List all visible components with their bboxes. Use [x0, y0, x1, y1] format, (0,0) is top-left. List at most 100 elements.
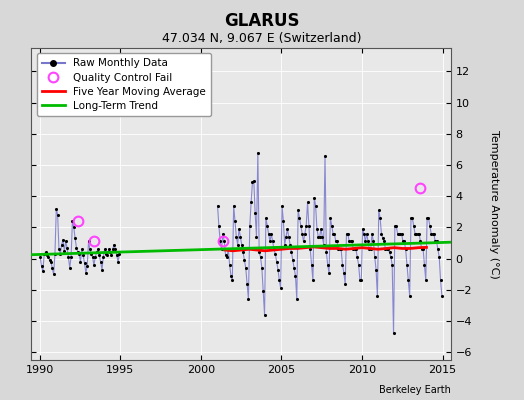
- Point: [89, 254, 97, 260]
- Point: [96, 258, 105, 265]
- Point: [335, 246, 344, 252]
- Point: [232, 234, 241, 240]
- Point: [108, 246, 117, 252]
- Point: [368, 230, 376, 237]
- Point: [248, 179, 257, 185]
- Point: [344, 230, 352, 237]
- Point: [379, 235, 387, 242]
- Text: 47.034 N, 9.067 E (Switzerland): 47.034 N, 9.067 E (Switzerland): [162, 32, 362, 45]
- Point: [228, 277, 236, 284]
- Point: [416, 238, 424, 245]
- Point: [297, 223, 305, 229]
- Point: [279, 218, 288, 224]
- Point: [222, 252, 230, 259]
- Point: [252, 234, 260, 240]
- Point: [431, 238, 440, 245]
- Point: [277, 285, 285, 292]
- Point: [394, 230, 402, 237]
- Point: [357, 277, 365, 284]
- Point: [365, 246, 374, 252]
- Y-axis label: Temperature Anomaly (°C): Temperature Anomaly (°C): [489, 130, 499, 278]
- Point: [67, 254, 75, 260]
- Point: [299, 238, 308, 245]
- Point: [304, 223, 313, 229]
- Point: [37, 263, 46, 270]
- Point: [58, 241, 66, 248]
- Point: [272, 258, 281, 265]
- Point: [407, 215, 415, 221]
- Point: [310, 194, 319, 201]
- Point: [427, 230, 435, 237]
- Point: [82, 270, 90, 276]
- Point: [432, 238, 441, 245]
- Point: [247, 199, 255, 206]
- Point: [346, 238, 355, 245]
- Point: [326, 215, 335, 221]
- Point: [107, 252, 116, 259]
- Point: [75, 251, 83, 257]
- Point: [387, 254, 395, 260]
- Point: [114, 258, 122, 265]
- Point: [349, 246, 357, 252]
- Point: [340, 270, 348, 276]
- Point: [415, 230, 423, 237]
- Point: [317, 226, 325, 232]
- Point: [227, 272, 235, 279]
- Point: [352, 246, 360, 252]
- Point: [83, 263, 91, 270]
- Point: [60, 248, 69, 254]
- Point: [363, 230, 371, 237]
- Point: [329, 230, 337, 237]
- Point: [409, 223, 418, 229]
- Point: [314, 234, 322, 240]
- Point: [77, 258, 85, 265]
- Point: [372, 266, 380, 273]
- Point: [44, 254, 52, 260]
- Point: [251, 210, 259, 216]
- Point: [80, 260, 89, 266]
- Point: [404, 277, 412, 284]
- Point: [283, 226, 291, 232]
- Point: [373, 293, 381, 299]
- Point: [308, 262, 316, 268]
- Point: [234, 241, 242, 248]
- Point: [66, 265, 74, 271]
- Point: [370, 254, 379, 260]
- Point: [41, 249, 50, 256]
- Point: [236, 234, 245, 240]
- Point: [289, 257, 297, 263]
- Point: [361, 238, 369, 245]
- Point: [400, 238, 409, 245]
- Point: [428, 230, 436, 237]
- Point: [215, 223, 223, 229]
- Legend: Raw Monthly Data, Quality Control Fail, Five Year Moving Average, Long-Term Tren: Raw Monthly Data, Quality Control Fail, …: [37, 53, 211, 116]
- Point: [47, 258, 55, 265]
- Point: [302, 223, 310, 229]
- Point: [328, 223, 336, 229]
- Point: [213, 202, 222, 209]
- Point: [87, 251, 95, 257]
- Point: [380, 238, 388, 245]
- Point: [274, 266, 282, 273]
- Point: [309, 277, 317, 284]
- Point: [430, 230, 438, 237]
- Point: [434, 246, 442, 252]
- Point: [275, 277, 283, 284]
- Point: [52, 206, 60, 212]
- Point: [423, 215, 431, 221]
- Point: [235, 226, 243, 232]
- Point: [376, 215, 384, 221]
- Point: [341, 280, 350, 287]
- Point: [278, 202, 286, 209]
- Point: [56, 251, 64, 257]
- Point: [375, 207, 383, 214]
- Point: [286, 241, 294, 248]
- Point: [263, 223, 271, 229]
- Point: [55, 246, 63, 252]
- Point: [99, 254, 107, 260]
- Point: [280, 241, 289, 248]
- Point: [70, 224, 78, 230]
- Point: [265, 230, 273, 237]
- Point: [392, 223, 400, 229]
- Point: [254, 149, 262, 156]
